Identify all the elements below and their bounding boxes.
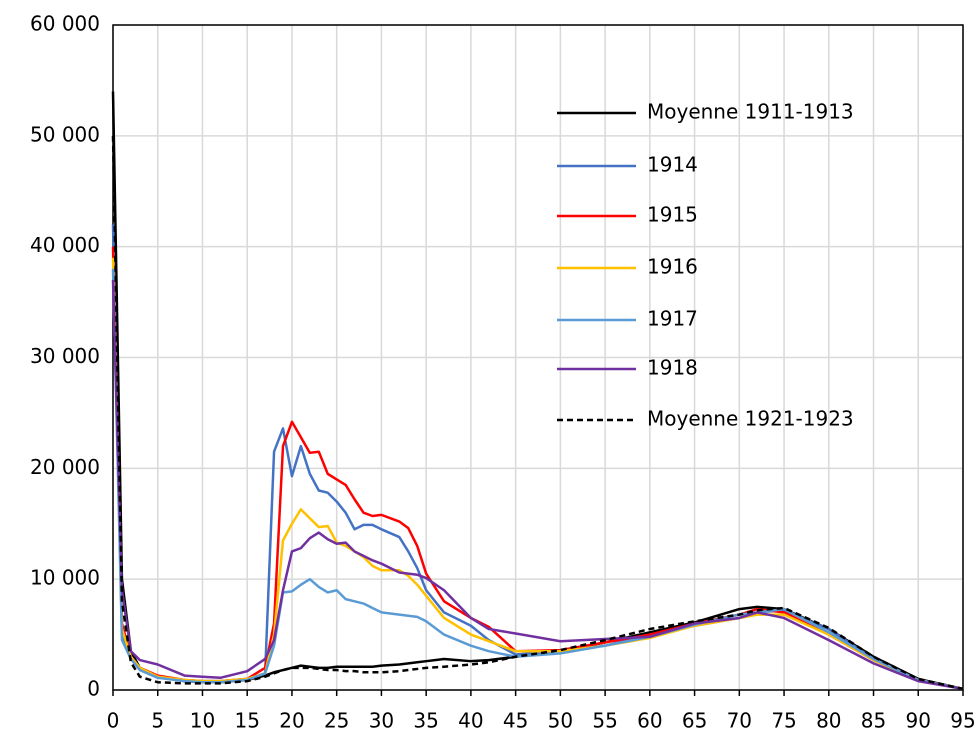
series-line <box>111 135 964 691</box>
x-tick-label: 65 <box>682 709 707 733</box>
legend-label: Moyenne 1921-1923 <box>647 407 854 431</box>
legend-label: Moyenne 1911-1913 <box>647 100 854 124</box>
y-tick-label: 40 000 <box>30 233 100 257</box>
x-tick-label: 90 <box>906 709 931 733</box>
plot-frame <box>112 24 964 691</box>
legend-label: 1915 <box>647 203 698 227</box>
x-tick-label: 30 <box>369 709 394 733</box>
x-tick-label: 35 <box>413 709 438 733</box>
x-tick-label: 5 <box>151 709 164 733</box>
x-tick-label: 50 <box>548 709 573 733</box>
series-line <box>111 257 964 691</box>
x-tick-label: 25 <box>324 709 349 733</box>
x-tick-label: 95 <box>950 709 975 733</box>
legend-label: 1918 <box>647 356 698 380</box>
y-tick-label: 30 000 <box>30 344 100 368</box>
series-line <box>111 268 964 691</box>
y-tick-label: 60 000 <box>30 12 100 36</box>
x-tick-label: 45 <box>503 709 528 733</box>
x-tick-label: 40 <box>458 709 483 733</box>
y-tick-label: 10 000 <box>30 566 100 590</box>
series-line <box>111 279 964 691</box>
x-tick-label: 10 <box>190 709 215 733</box>
y-tick-label: 0 <box>87 677 100 701</box>
y-tick-label: 50 000 <box>30 122 100 146</box>
x-tick-label: 80 <box>816 709 841 733</box>
x-tick-label: 20 <box>279 709 304 733</box>
x-tick-label: 55 <box>592 709 617 733</box>
x-tick-label: 70 <box>727 709 752 733</box>
series-line <box>111 91 964 691</box>
x-tick-label: 85 <box>861 709 886 733</box>
x-tick-label: 60 <box>637 709 662 733</box>
legend-label: 1917 <box>647 307 698 331</box>
series-line <box>111 224 964 691</box>
x-tick-label: 0 <box>107 709 120 733</box>
x-tick-label: 15 <box>234 709 259 733</box>
legend-label: 1916 <box>647 255 698 279</box>
legend-label: 1914 <box>647 153 698 177</box>
x-tick-label: 75 <box>771 709 796 733</box>
y-tick-label: 20 000 <box>30 455 100 479</box>
